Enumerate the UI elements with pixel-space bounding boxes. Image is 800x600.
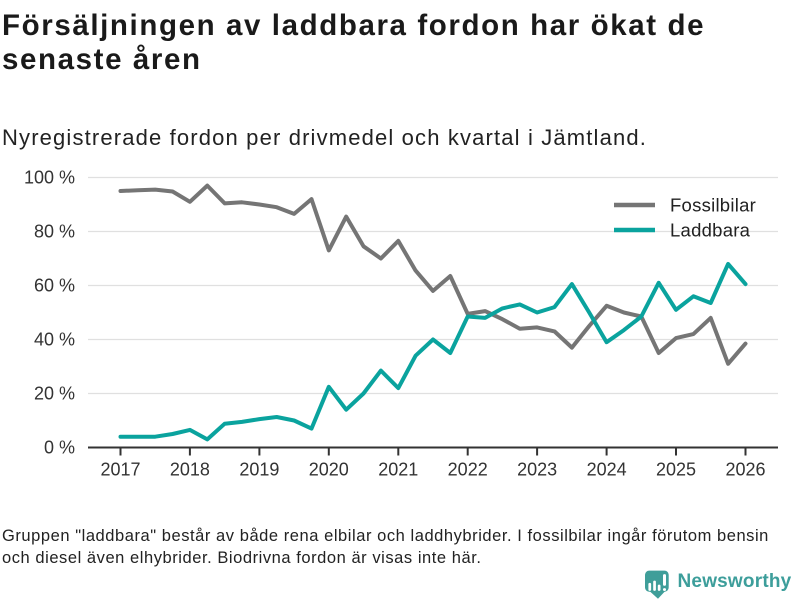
svg-text:80 %: 80 % [34,222,75,242]
svg-text:2019: 2019 [239,460,279,480]
svg-text:2020: 2020 [309,460,349,480]
svg-text:Laddbara: Laddbara [670,220,751,241]
svg-text:2026: 2026 [725,460,765,480]
svg-text:40 %: 40 % [34,330,75,350]
svg-text:100 %: 100 % [24,168,75,188]
svg-text:2018: 2018 [170,460,210,480]
svg-text:2017: 2017 [100,460,140,480]
svg-text:2024: 2024 [587,460,627,480]
svg-text:0 %: 0 % [44,438,75,458]
svg-text:Fossilbilar: Fossilbilar [670,195,756,216]
svg-text:60 %: 60 % [34,276,75,296]
svg-text:2023: 2023 [517,460,557,480]
svg-text:Newsworthy: Newsworthy [678,571,792,592]
svg-text:20 %: 20 % [34,384,75,404]
svg-text:2025: 2025 [656,460,696,480]
svg-text:2021: 2021 [378,460,418,480]
svg-text:2022: 2022 [448,460,488,480]
